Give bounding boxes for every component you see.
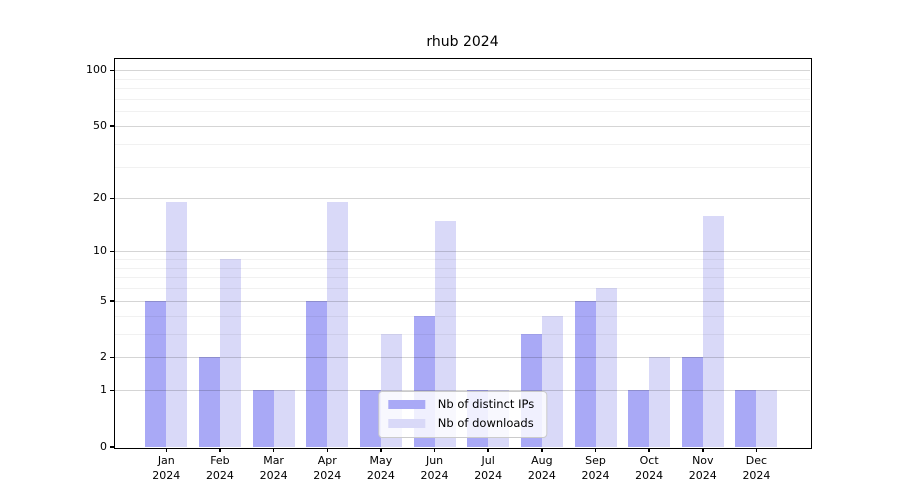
minor-gridline <box>115 259 810 261</box>
legend-item-distinct-ips: Nb of distinct IPs <box>387 397 535 411</box>
y-tick-mark <box>110 250 114 253</box>
x-tick-label: Apr 2024 <box>313 454 342 482</box>
major-gridline <box>115 251 810 253</box>
minor-gridline <box>115 78 810 80</box>
x-tick-mark <box>165 448 168 452</box>
y-tick-label: 50 <box>93 119 107 133</box>
y-tick-label: 5 <box>100 293 107 307</box>
bar-oct-ips <box>628 390 650 447</box>
major-gridline <box>115 300 810 302</box>
minor-gridline <box>115 267 810 269</box>
bar-sep-ips <box>574 300 596 447</box>
bar-nov-downloads <box>702 215 724 447</box>
legend: Nb of distinct IPs Nb of downloads <box>377 391 548 438</box>
minor-gridline <box>115 333 810 335</box>
legend-swatch-distinct-ips <box>387 400 425 409</box>
major-gridline <box>115 390 810 392</box>
x-tick-label: Aug 2024 <box>527 454 556 482</box>
minor-gridline <box>115 315 810 317</box>
legend-swatch-downloads <box>387 419 425 428</box>
bar-apr-ips <box>306 300 328 447</box>
x-tick-mark <box>487 448 489 452</box>
x-tick-mark <box>219 448 221 452</box>
y-tick-mark <box>110 197 114 200</box>
x-tick-mark <box>272 448 275 452</box>
bar-dec-downloads <box>756 390 778 447</box>
bar-mar-downloads <box>273 390 295 447</box>
minor-gridline <box>115 143 810 145</box>
x-tick-mark <box>755 448 758 452</box>
y-tick-label: 0 <box>100 440 107 453</box>
minor-gridline <box>115 88 810 90</box>
minor-gridline <box>115 288 810 290</box>
bar-oct-downloads <box>649 357 671 447</box>
y-tick-mark <box>110 356 114 359</box>
legend-item-downloads: Nb of downloads <box>387 416 534 430</box>
bar-sep-downloads <box>595 288 617 447</box>
bar-mar-ips <box>252 390 274 447</box>
chart-title: rhub 2024 <box>426 34 499 50</box>
x-tick-label: Sep 2024 <box>581 454 610 482</box>
legend-label-downloads: Nb of downloads <box>437 416 534 430</box>
x-tick-mark <box>541 448 543 452</box>
x-tick-label: Nov 2024 <box>688 454 717 482</box>
x-tick-mark <box>648 448 650 452</box>
y-tick-mark <box>110 389 114 392</box>
x-tick-label: Dec 2024 <box>742 454 771 482</box>
bar-apr-downloads <box>327 202 349 447</box>
y-tick-mark <box>110 125 114 127</box>
x-tick-label: Jun 2024 <box>420 454 449 482</box>
x-tick-mark <box>326 448 328 452</box>
major-gridline <box>115 198 810 200</box>
x-tick-mark <box>594 448 597 452</box>
bar-jan-downloads <box>166 202 188 447</box>
bar-jun-downloads <box>434 220 456 447</box>
x-tick-label: Jul 2024 <box>474 454 503 482</box>
minor-gridline <box>115 111 810 113</box>
y-tick-label: 1 <box>100 383 107 397</box>
y-tick-label: 100 <box>86 63 107 77</box>
bar-may-ips <box>359 390 381 447</box>
x-tick-label: Oct 2024 <box>635 454 664 482</box>
major-gridline <box>115 357 810 359</box>
x-tick-label: Jan 2024 <box>152 454 181 482</box>
x-tick-mark <box>433 448 436 452</box>
y-tick-label: 2 <box>100 350 107 364</box>
bar-aug-downloads <box>541 315 563 447</box>
bar-feb-ips <box>198 357 220 447</box>
x-tick-label: Mar 2024 <box>259 454 288 482</box>
bar-nov-ips <box>681 357 703 447</box>
bar-feb-downloads <box>219 259 241 447</box>
x-tick-mark <box>380 448 382 452</box>
y-tick-mark <box>110 446 114 448</box>
minor-gridline <box>115 99 810 101</box>
plot-area: Nb of distinct IPs Nb of downloads <box>115 59 810 447</box>
y-tick-label: 10 <box>93 244 107 258</box>
x-tick-label: May 2024 <box>366 454 395 482</box>
major-gridline <box>115 70 810 72</box>
x-tick-mark <box>702 448 704 452</box>
minor-gridline <box>115 166 810 168</box>
y-tick-mark <box>110 300 114 302</box>
bar-jan-ips <box>145 300 167 447</box>
legend-label-distinct-ips: Nb of distinct IPs <box>437 397 535 411</box>
minor-gridline <box>115 277 810 279</box>
bar-dec-ips <box>735 390 757 447</box>
x-tick-label: Feb 2024 <box>205 454 234 482</box>
y-tick-label: 20 <box>93 191 107 205</box>
major-gridline <box>115 126 810 128</box>
y-tick-mark <box>110 69 114 72</box>
